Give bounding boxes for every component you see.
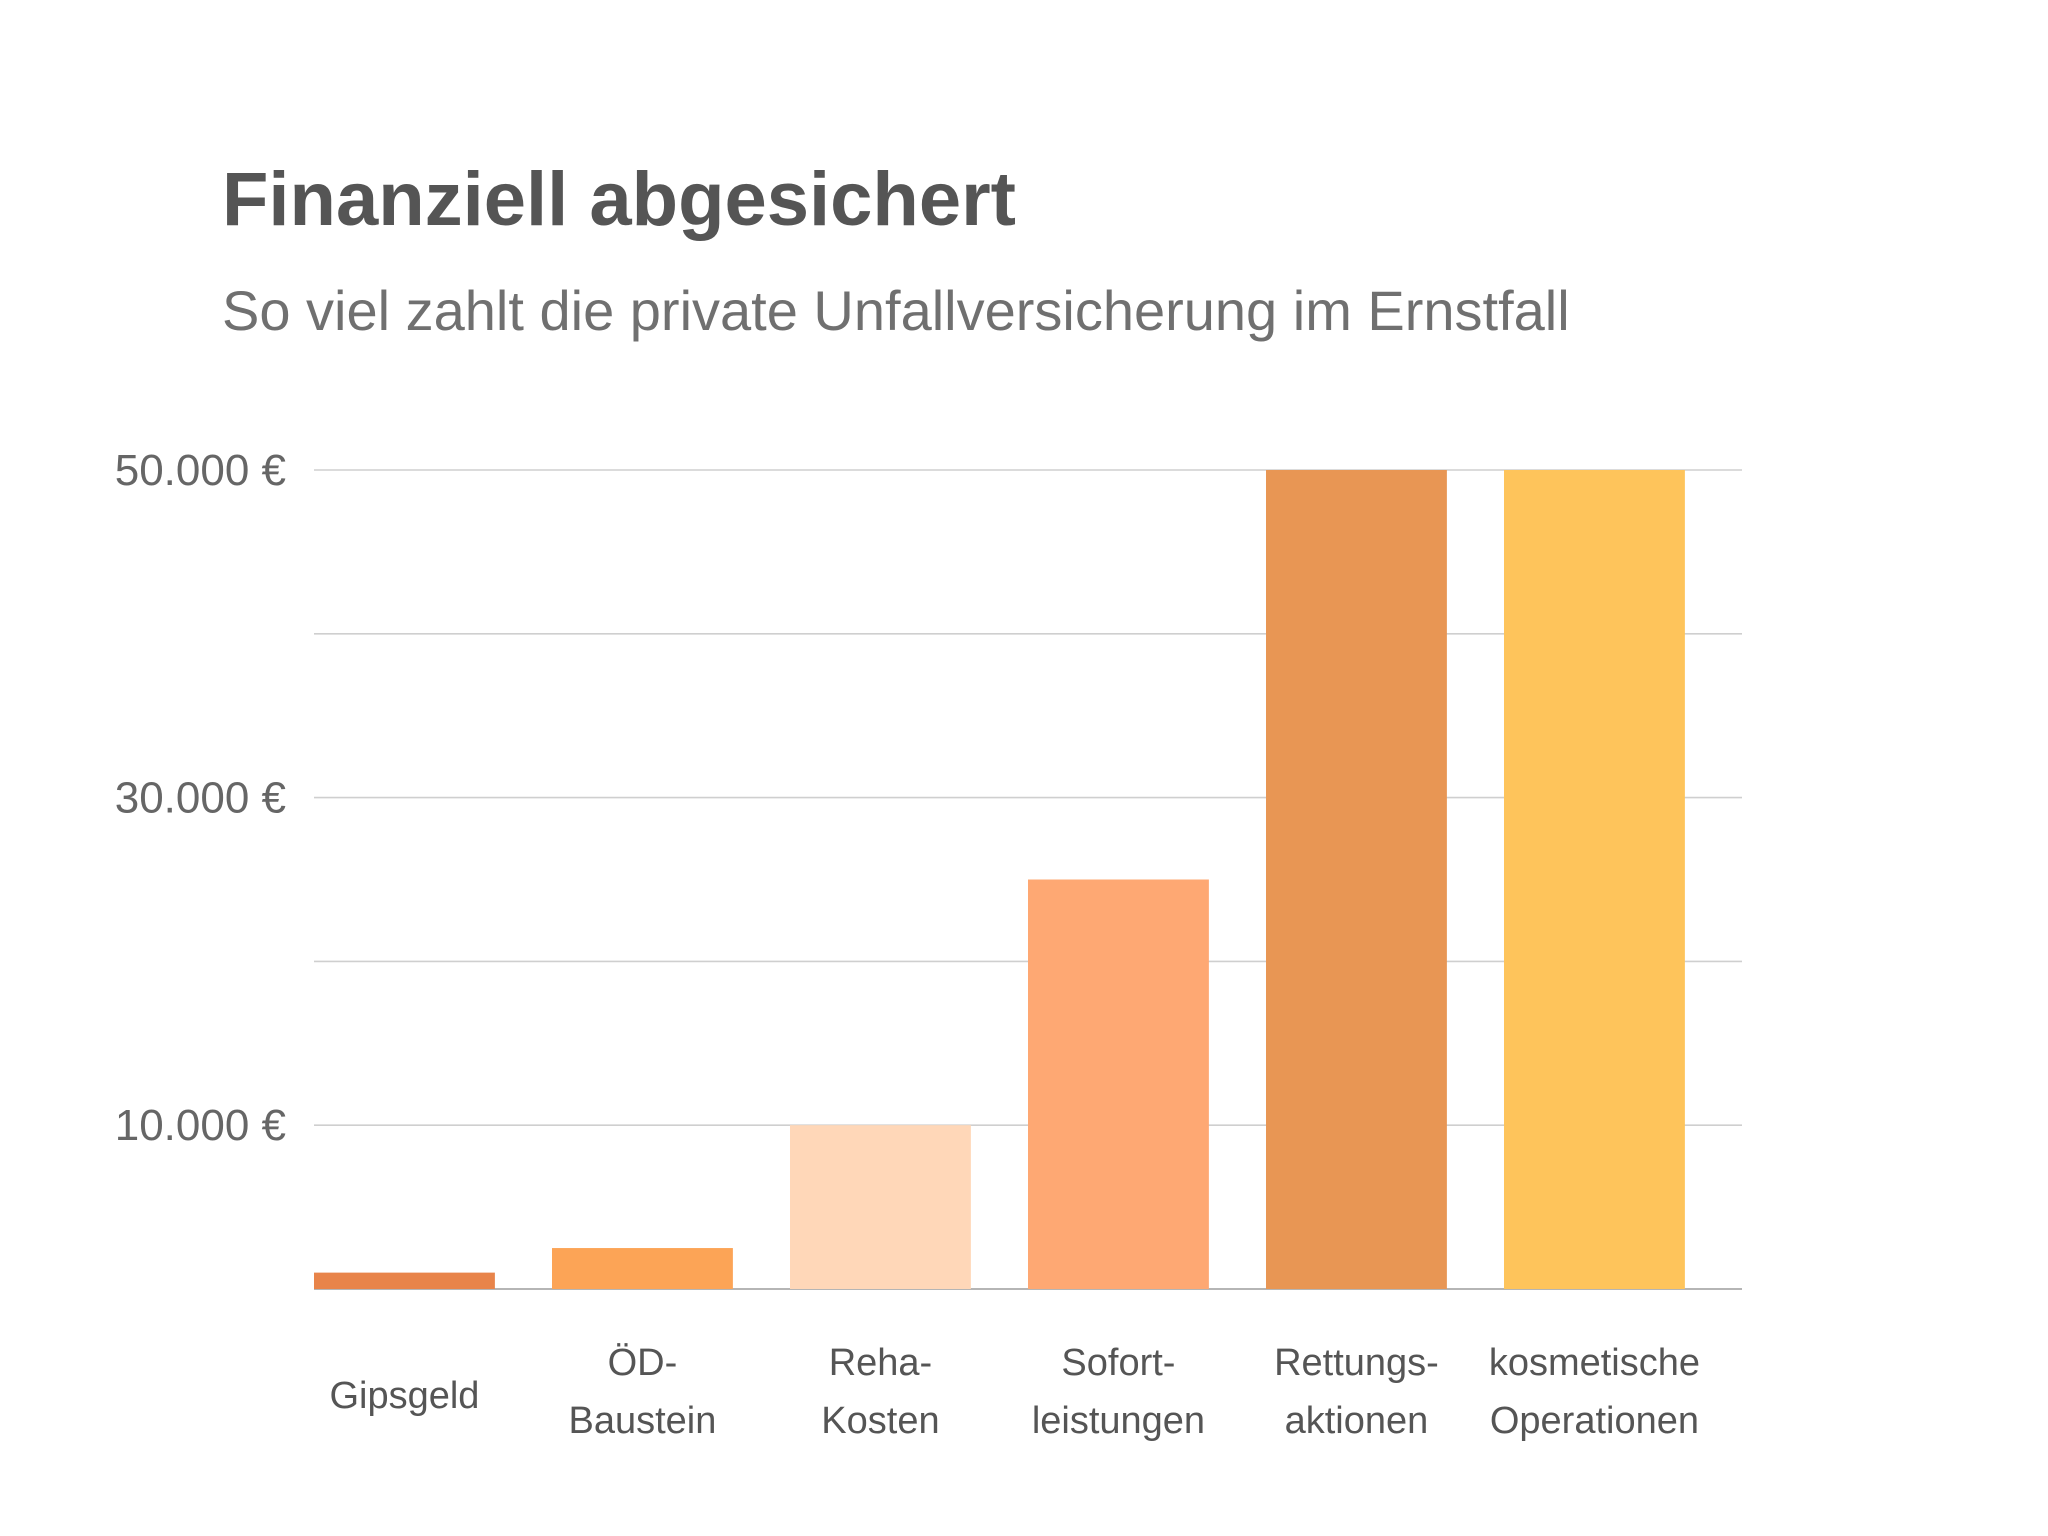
bar-3 — [1028, 879, 1209, 1289]
y-tick-label: 10.000 € — [115, 1101, 286, 1150]
x-tick-label-line: leistungen — [1032, 1400, 1205, 1442]
x-tick-label: ÖD- Baustein — [568, 1342, 716, 1442]
x-tick-label-line: Reha- — [829, 1342, 933, 1384]
x-tick-label-line: Sofort- — [1061, 1342, 1175, 1384]
bar-5 — [1504, 470, 1685, 1289]
y-tick-label: 50.000 € — [115, 446, 286, 495]
chart-subtitle: So viel zahlt die private Unfallversiche… — [222, 279, 1570, 342]
x-tick-label: Sofort-leistungen — [1032, 1342, 1205, 1442]
bar-0 — [314, 1272, 495, 1289]
x-tick-label: kosmetische Operationen — [1489, 1342, 1700, 1442]
chart-title: Finanziell abgesichert — [222, 157, 1016, 242]
x-tick-label-line: Baustein — [568, 1400, 716, 1442]
x-tick-label-line: Kosten — [821, 1400, 939, 1442]
x-tick-label-line: Operationen — [1490, 1400, 1699, 1442]
x-axis-labels: Gipsgeld ÖD- Baustein Reha- Kosten Sofort-lei… — [329, 1342, 1700, 1442]
x-tick-label: Reha- Kosten — [821, 1342, 939, 1442]
bar-4 — [1266, 470, 1447, 1289]
bar-1 — [552, 1248, 733, 1289]
y-tick-label: 30.000 € — [115, 774, 286, 823]
bars — [314, 470, 1685, 1289]
bar-2 — [790, 1125, 971, 1289]
y-axis-labels: 10.000 € 30.000 € 50.000 € — [115, 446, 286, 1150]
x-tick-label: Gipsgeld — [329, 1375, 479, 1417]
x-tick-label-line: Rettungs- — [1274, 1342, 1439, 1384]
x-tick-label-line: ÖD- — [608, 1342, 678, 1384]
x-tick-label: Rettungs-aktionen — [1274, 1342, 1439, 1442]
x-tick-label-line: kosmetische — [1489, 1342, 1700, 1384]
x-tick-label-line: aktionen — [1285, 1400, 1429, 1442]
